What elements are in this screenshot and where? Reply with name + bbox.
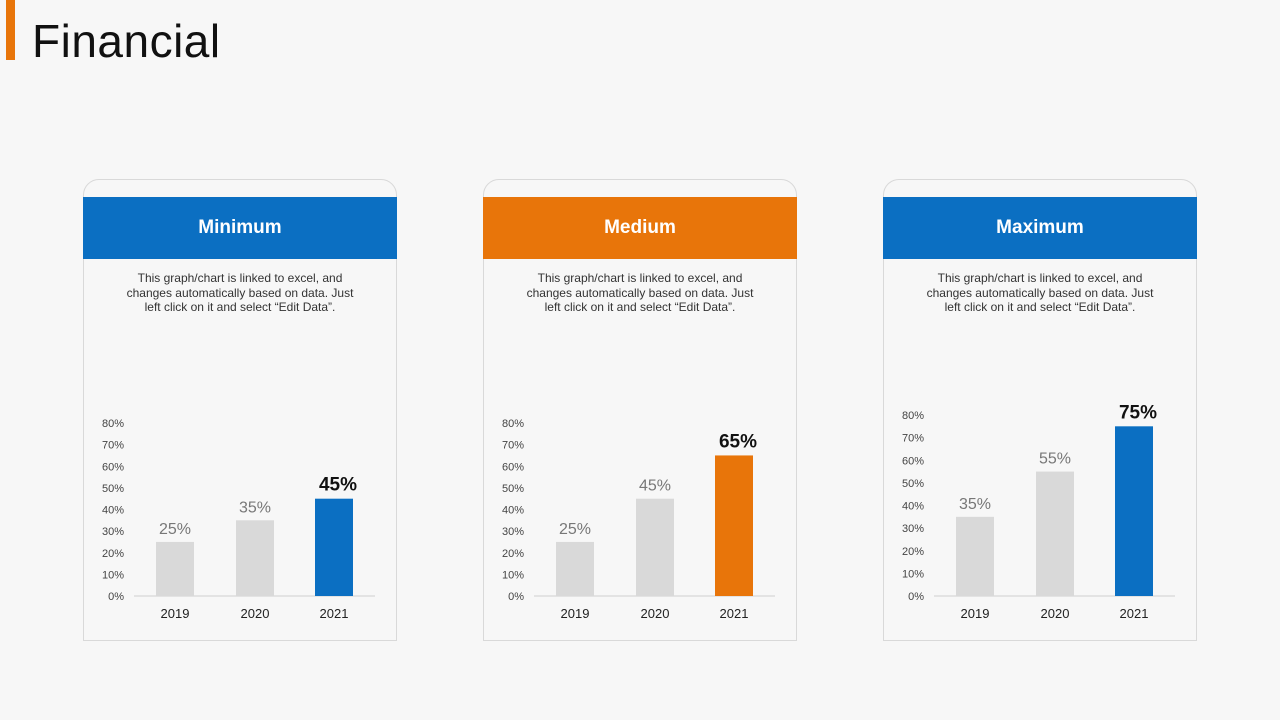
card-header: Maximum [883,197,1197,259]
page-title: Financial [32,15,221,67]
card-description: This graph/chart is linked to excel, and… [126,271,354,314]
bar-2019 [956,516,994,596]
x-tick-label: 2019 [961,606,990,621]
y-tick-label: 0% [508,591,524,603]
x-tick-label: 2020 [1041,606,1070,621]
data-label: 25% [159,521,191,538]
data-label: 65% [719,431,757,452]
y-tick-label: 80% [902,410,924,422]
x-tick-label: 2021 [320,606,349,621]
bar-chart-maximum: 0% 10% 20% 30% 40% 50% 60% 70% 80% 35% 2019 55% 2020… [902,402,1175,621]
card-description: This graph/chart is linked to excel, and… [526,271,754,314]
x-tick-label: 2021 [720,606,749,621]
y-tick-label: 80% [502,418,524,430]
y-tick-label: 10% [502,569,524,581]
x-tick-label: 2021 [1120,606,1149,621]
y-tick-label: 50% [902,478,924,490]
card-medium: Medium This graph/chart is linked to exc… [483,179,797,641]
y-tick-label: 30% [102,526,124,538]
data-label: 35% [239,499,271,516]
data-label: 45% [319,475,357,496]
bar-2021 [1115,426,1153,596]
y-tick-label: 70% [902,433,924,445]
data-label: 55% [1039,451,1071,468]
y-tick-label: 40% [102,505,124,517]
y-tick-label: 60% [102,461,124,473]
data-label: 25% [559,521,591,538]
card-header: Medium [483,197,797,259]
bar-2019 [556,541,594,596]
y-tick-label: 20% [102,548,124,560]
data-label: 75% [1119,402,1157,423]
y-tick-label: 20% [502,548,524,560]
y-tick-label: 30% [502,526,524,538]
bar-2020 [636,498,674,596]
bar-2021 [315,498,353,596]
card-maximum: Maximum This graph/chart is linked to ex… [883,179,1197,641]
data-label: 45% [639,478,671,495]
title-accent-bar [6,0,15,60]
x-tick-label: 2020 [241,606,270,621]
bar-2019 [156,541,194,596]
y-tick-label: 70% [502,440,524,452]
y-tick-label: 40% [502,505,524,517]
y-tick-label: 60% [502,461,524,473]
y-tick-label: 60% [902,455,924,467]
card-description: This graph/chart is linked to excel, and… [926,271,1154,314]
x-tick-label: 2020 [641,606,670,621]
y-tick-label: 0% [108,591,124,603]
y-tick-label: 50% [502,483,524,495]
x-tick-label: 2019 [161,606,190,621]
x-tick-label: 2019 [561,606,590,621]
y-tick-label: 50% [102,483,124,495]
bar-chart-minimum: 0% 10% 20% 30% 40% 50% 60% 70% 80% 25% 2019 35% 2020… [102,418,375,621]
y-tick-label: 10% [902,568,924,580]
bar-2021 [715,455,753,596]
y-tick-label: 80% [102,418,124,430]
bar-chart-medium: 0% 10% 20% 30% 40% 50% 60% 70% 80% 25% 2019 45% 2020… [502,418,775,621]
data-label: 35% [959,496,991,513]
y-tick-label: 0% [908,591,924,603]
y-tick-label: 70% [102,440,124,452]
y-tick-label: 30% [902,523,924,535]
card-minimum: Minimum This graph/chart is linked to ex… [83,179,397,641]
y-tick-label: 20% [902,546,924,558]
y-tick-label: 10% [102,569,124,581]
y-tick-label: 40% [902,501,924,513]
card-header: Minimum [83,197,397,259]
bar-2020 [236,520,274,596]
bar-2020 [1036,471,1074,596]
